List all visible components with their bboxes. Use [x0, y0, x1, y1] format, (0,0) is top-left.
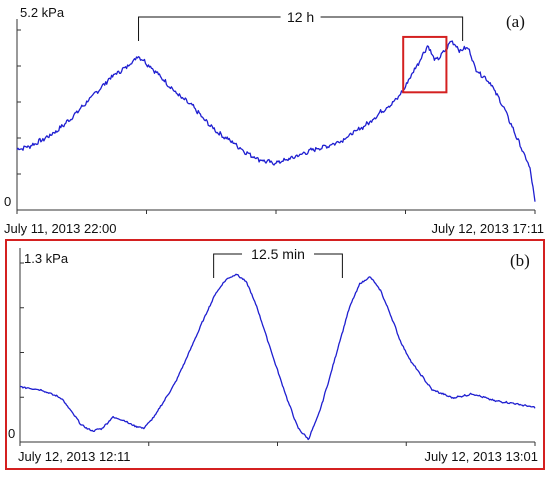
- pressure-series-b: [19, 273, 536, 441]
- y-ticks-b: [20, 262, 24, 443]
- y-zero-label-b: 0: [8, 426, 15, 441]
- interval-annotation-a: 12 h: [138, 9, 464, 41]
- highlight-box: [402, 35, 448, 94]
- panel-a: 5.2 kPa 0 (a) 12 h July 11, 2013 22:00 J…: [4, 5, 544, 236]
- x-ticks-b: [19, 442, 536, 446]
- y-zero-label-a: 0: [4, 194, 11, 209]
- pressure-series-a: [16, 40, 536, 202]
- x-ticks-a: [16, 210, 536, 214]
- panel-label-b: (b): [510, 251, 530, 270]
- panel-b: 1.3 kPa 0 (b) 12.5 min July 12, 2013 12:…: [5, 239, 545, 470]
- annotation-bg-a: [280, 9, 321, 25]
- panel-b-frame: [5, 239, 545, 470]
- y-max-label-a: 5.2 kPa: [20, 5, 65, 20]
- x-start-label-a: July 11, 2013 22:00: [4, 221, 117, 236]
- x-end-label-a: July 12, 2013 17:11: [431, 221, 544, 236]
- y-max-label-b: 1.3 kPa: [24, 251, 69, 266]
- interval-annotation-b: 12.5 min: [213, 246, 343, 278]
- annotation-bg-b: [242, 246, 315, 262]
- x-start-label-b: July 12, 2013 12:11: [18, 449, 131, 464]
- panel-label-a: (a): [506, 12, 525, 31]
- x-end-label-b: July 12, 2013 13:01: [425, 449, 538, 464]
- interval-label-a: 12 h: [287, 9, 314, 25]
- y-ticks-a: [17, 29, 21, 211]
- interval-label-b: 12.5 min: [251, 246, 305, 262]
